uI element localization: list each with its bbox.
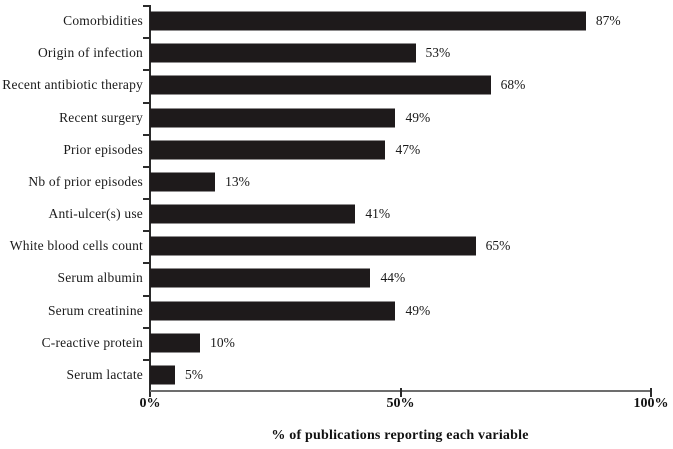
x-axis-tick	[650, 388, 652, 397]
x-axis-tick-label: 0%	[139, 396, 161, 411]
bar-row: C-reactive protein 10%	[0, 327, 673, 359]
category-label: Serum lactate	[66, 366, 143, 382]
bar	[150, 108, 396, 128]
y-axis-line	[149, 5, 151, 397]
category-label: Recent surgery	[59, 109, 143, 125]
value-label: 65%	[485, 238, 511, 254]
y-axis-tick	[143, 5, 150, 7]
category-label: Comorbidities	[63, 13, 143, 29]
bar-row: Comorbidities 87%	[0, 5, 673, 37]
y-axis-tick	[143, 198, 150, 200]
bar	[150, 75, 491, 95]
bar-row: Serum creatinine 49%	[0, 295, 673, 327]
category-label: White blood cells count	[9, 238, 143, 254]
bar	[150, 11, 586, 31]
y-axis-tick	[143, 165, 150, 168]
bar	[150, 172, 216, 192]
category-label: Anti-ulcer(s) use	[48, 206, 143, 222]
y-axis-tick	[143, 358, 150, 361]
bar	[150, 204, 356, 224]
value-label: 49%	[405, 302, 431, 318]
bar-row: Nb of prior episodes 13%	[0, 166, 673, 198]
value-label: 10%	[210, 334, 235, 350]
category-label: Nb of prior episodes	[28, 173, 143, 189]
y-axis-tick	[143, 294, 150, 297]
value-label: 13%	[225, 173, 250, 189]
value-label: 53%	[425, 45, 451, 61]
bar	[150, 43, 416, 63]
value-label: 41%	[365, 206, 391, 222]
y-axis-tick	[143, 133, 150, 136]
category-label: Origin of infection	[37, 45, 143, 61]
value-label: 87%	[595, 13, 621, 29]
bar-row: Prior episodes 47%	[0, 134, 673, 166]
bar	[150, 333, 201, 353]
bar-row: Recent antibiotic therapy 68%	[0, 69, 673, 101]
bar-row: Origin of infection 53%	[0, 37, 673, 69]
bar	[150, 236, 476, 256]
bar-row: Recent surgery 49%	[0, 102, 673, 134]
value-label: 5%	[185, 366, 204, 382]
x-axis-tick-label: 50%	[386, 396, 415, 411]
x-axis-tick	[399, 388, 402, 397]
category-label: Prior episodes	[63, 141, 143, 157]
y-axis-tick	[143, 326, 150, 329]
x-axis-tick-label: 100%	[633, 396, 669, 411]
y-axis-tick	[143, 69, 150, 72]
bar	[150, 365, 176, 385]
bar-row: Anti-ulcer(s) use 41%	[0, 198, 673, 230]
value-label: 49%	[405, 109, 431, 125]
bar-row: Serum albumin 44%	[0, 262, 673, 294]
value-label: 68%	[500, 77, 526, 93]
bar-row: Serum lactate 5%	[0, 359, 673, 391]
x-axis-title: % of publications reporting each variabl…	[271, 428, 529, 443]
bar-rows-container: Comorbidities 87% Origin of infection 53% Re…	[0, 5, 673, 391]
y-axis-tick	[143, 101, 150, 104]
bar-row: White blood cells count 65%	[0, 230, 673, 262]
bar	[150, 140, 386, 160]
y-axis-tick	[143, 37, 150, 40]
category-label: Serum albumin	[57, 270, 143, 286]
y-axis-tick	[143, 230, 150, 233]
value-label: 47%	[395, 141, 421, 157]
bar	[150, 268, 371, 288]
bar	[150, 301, 396, 321]
category-label: Recent antibiotic therapy	[2, 77, 143, 93]
y-axis-tick	[143, 262, 150, 265]
category-label: Serum creatinine	[47, 302, 143, 318]
category-label: C-reactive protein	[41, 334, 143, 350]
value-label: 44%	[380, 270, 406, 286]
